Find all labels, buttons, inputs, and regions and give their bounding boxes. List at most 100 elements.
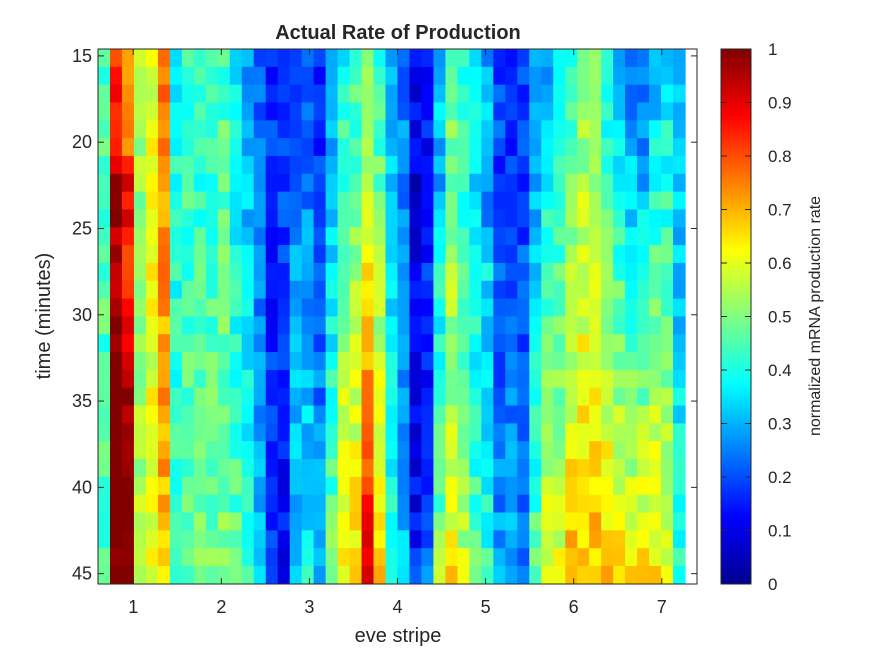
heatmap-cell	[529, 548, 542, 567]
heatmap-cell	[193, 334, 207, 353]
heatmap-cell	[121, 173, 135, 193]
heatmap-cell	[265, 352, 279, 371]
colorbar-axis: 00.10.20.30.40.50.60.70.80.91	[721, 40, 792, 594]
heatmap-cell	[661, 423, 674, 442]
heatmap-cell	[145, 441, 159, 460]
heatmap-cell	[433, 476, 447, 496]
heatmap-cell	[133, 334, 147, 353]
heatmap-cell	[349, 66, 363, 86]
heatmap-cell	[145, 120, 159, 139]
heatmap-cell	[517, 262, 530, 282]
heatmap-cell	[505, 530, 518, 549]
heatmap-cell	[98, 548, 111, 567]
heatmap-cell	[673, 548, 686, 567]
heatmap-cell	[589, 120, 602, 139]
heatmap-cell	[193, 316, 207, 335]
heatmap-cell	[445, 84, 458, 104]
heatmap-cell	[589, 173, 602, 193]
heatmap-cell	[193, 476, 207, 496]
heatmap-cell	[181, 155, 195, 175]
heatmap-cell	[433, 209, 447, 228]
heatmap-cell	[601, 209, 614, 228]
heatmap-cell	[337, 387, 351, 407]
heatmap-cell	[673, 316, 686, 335]
heatmap-cell	[109, 262, 123, 282]
heatmap-cell	[205, 245, 219, 264]
heatmap-cell	[589, 566, 602, 585]
heatmap-cell	[289, 173, 303, 193]
heatmap-cell	[265, 512, 279, 531]
heatmap-cell	[193, 120, 207, 139]
heatmap-cell	[193, 262, 207, 282]
heatmap-cell	[98, 316, 111, 335]
heatmap-cell	[265, 102, 279, 121]
heatmap-cell	[661, 191, 674, 211]
heatmap-cell	[313, 173, 327, 193]
heatmap-cell	[505, 209, 518, 228]
heatmap-cell	[133, 280, 147, 300]
heatmap-cell	[373, 245, 387, 264]
heatmap-cell	[301, 316, 315, 335]
heatmap-cell	[397, 262, 411, 282]
x-tick-label: 5	[481, 597, 491, 617]
heatmap-cell	[529, 155, 542, 175]
heatmap-cell	[673, 334, 686, 353]
heatmap-cell	[301, 530, 315, 549]
heatmap-cell	[157, 245, 171, 264]
heatmap-cell	[481, 49, 494, 68]
heatmap-cell	[313, 262, 327, 282]
heatmap-cell	[577, 138, 590, 157]
heatmap-cell	[397, 387, 411, 407]
heatmap-cell	[613, 548, 626, 567]
heatmap-cell	[445, 548, 458, 567]
heatmap-cell	[253, 316, 267, 335]
heatmap-cell	[589, 423, 602, 442]
heatmap-cell	[229, 120, 243, 139]
heatmap-cell	[98, 494, 111, 514]
heatmap-cell	[289, 459, 303, 478]
heatmap-cell	[121, 155, 135, 175]
heatmap-cell	[457, 530, 470, 549]
heatmap-cell	[325, 566, 339, 585]
heatmap-cell	[541, 548, 554, 567]
heatmap-cell	[409, 280, 423, 300]
heatmap-cell	[613, 369, 626, 389]
heatmap-cell	[577, 66, 590, 86]
heatmap-cell	[505, 441, 518, 460]
heatmap-cell	[589, 459, 602, 478]
heatmap-cell	[553, 84, 566, 104]
heatmap-cell	[253, 49, 267, 68]
heatmap-cell	[109, 494, 123, 514]
heatmap-cell	[373, 512, 387, 531]
heatmap-cell	[601, 548, 614, 567]
heatmap-cell	[121, 548, 135, 567]
heatmap-cell	[337, 280, 351, 300]
heatmap-cell	[157, 298, 171, 318]
heatmap-cell	[481, 280, 494, 300]
heatmap-cell	[565, 441, 578, 460]
heatmap-cell	[577, 512, 590, 531]
heatmap-cell	[493, 530, 506, 549]
heatmap-cell	[181, 262, 195, 282]
heatmap-cell	[493, 66, 506, 86]
heatmap-cell	[385, 548, 399, 567]
heatmap-cell	[469, 316, 482, 335]
heatmap-cell	[589, 405, 602, 424]
heatmap-cell	[349, 262, 363, 282]
heatmap-cell	[337, 494, 351, 514]
heatmap-cell	[577, 316, 590, 335]
heatmap-cell	[541, 566, 554, 585]
heatmap-cell	[433, 84, 447, 104]
heatmap-cell	[457, 352, 470, 371]
heatmap-cell	[301, 494, 315, 514]
heatmap-cell	[469, 227, 482, 246]
heatmap-cell	[241, 494, 255, 514]
heatmap-cell	[409, 423, 423, 442]
heatmap-cell	[313, 316, 327, 335]
heatmap-cell	[229, 548, 243, 567]
heatmap-cell	[469, 387, 482, 407]
heatmap-cell	[157, 441, 171, 460]
heatmap-cell	[337, 49, 351, 68]
heatmap-cell	[181, 298, 195, 318]
